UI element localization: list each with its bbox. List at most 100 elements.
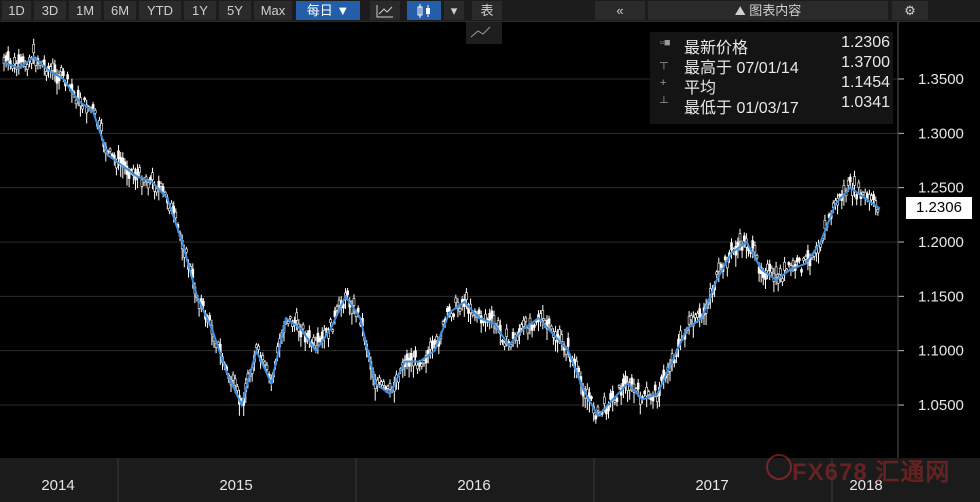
legend-last-label: 最新价格 (684, 40, 749, 57)
candle-body (265, 364, 269, 370)
candlestick-icon[interactable] (407, 1, 441, 20)
candle-body (405, 353, 409, 361)
range-6m-button[interactable]: 6M (104, 1, 136, 20)
x-axis-band (0, 458, 980, 502)
chart-type-dropdown[interactable]: ▾ (444, 1, 464, 20)
period-dropdown[interactable]: 每日 ▼ (296, 1, 360, 20)
candle-body (59, 67, 63, 73)
candle-body (316, 332, 320, 343)
candle-body (774, 266, 778, 275)
candle-body (416, 364, 419, 370)
candle-body (448, 306, 451, 312)
candle-body (62, 70, 65, 77)
candle-body (723, 256, 727, 261)
candle-body (312, 337, 316, 344)
candle-body (857, 182, 861, 188)
price-line (3, 56, 881, 418)
candle-body (766, 263, 769, 271)
candle-body (490, 310, 494, 319)
candle-body (333, 310, 337, 318)
candle-body (286, 320, 290, 324)
x-tick-label: 2014 (41, 477, 74, 494)
legend-panel: ▫■ 最新价格 1.2306 ┬ 最高于 07/01/14 1.3700 + 平… (650, 32, 893, 124)
range-max-button[interactable]: Max (254, 1, 292, 20)
legend-low-label: 最低于 01/03/17 (684, 100, 799, 117)
candle-body (530, 324, 534, 331)
range-5y-button[interactable]: 5Y (219, 1, 251, 20)
candle-body (458, 307, 462, 312)
range-1d-button[interactable]: 1D (2, 1, 31, 20)
legend-last: ▫■ 最新价格 1.2306 (650, 34, 893, 57)
candle-body (696, 313, 699, 318)
candle-body (532, 324, 536, 328)
candle-body (613, 400, 617, 403)
candle-body (163, 191, 167, 195)
candle-body (450, 313, 453, 318)
settings-gear-icon[interactable]: ⚙ (892, 1, 928, 20)
chart-content-button[interactable]: ⛰ 图表内容 (648, 1, 888, 20)
range-ytd-button[interactable]: YTD (139, 1, 181, 20)
candle-body (236, 386, 239, 391)
candle-body (53, 64, 57, 73)
candle-body (602, 396, 606, 404)
candle-body (522, 319, 526, 327)
candle-body (320, 331, 324, 340)
candle-body (781, 278, 784, 283)
collapse-button[interactable]: « (595, 1, 645, 20)
y-tick-label: 1.0500 (918, 397, 964, 414)
legend-high-label: 最高于 07/01/14 (684, 60, 799, 77)
watermark-text: FX678 汇通网 (792, 459, 951, 486)
candle-body (804, 256, 808, 260)
range-1m-button[interactable]: 1M (69, 1, 101, 20)
candle-body (594, 415, 598, 420)
candle-body (798, 258, 801, 261)
range-3d-button[interactable]: 3D (34, 1, 66, 20)
candle-body (208, 315, 211, 321)
candle-body (378, 377, 381, 383)
candle-body (770, 267, 774, 273)
candle-body (791, 260, 795, 266)
candle-body (488, 312, 492, 321)
candle-body (630, 377, 634, 385)
candle-body (806, 250, 810, 260)
line-chart-icon[interactable] (370, 1, 400, 20)
candle-body (624, 375, 627, 384)
candle-body (74, 99, 78, 105)
x-axis: 2014 2015 2016 2017 2018 (0, 458, 980, 502)
candle-body (127, 171, 131, 179)
candle-body (855, 194, 859, 200)
candle-body (325, 328, 328, 331)
candle-body (91, 104, 95, 109)
candle-body (380, 381, 383, 386)
candle-body (420, 363, 424, 367)
candle-body (645, 386, 649, 397)
candle-body (346, 290, 349, 296)
candle-body (155, 188, 158, 193)
candle-body (848, 176, 852, 183)
legend-last-value: 1.2306 (841, 34, 890, 51)
y-tick-label: 1.1500 (918, 288, 964, 305)
range-1y-button[interactable]: 1Y (184, 1, 216, 20)
candle-body (83, 97, 86, 101)
y-axis: 1.0500 1.1000 1.1500 1.2000 1.2500 1.3000 1.35… (897, 22, 964, 458)
candle-body (414, 350, 417, 358)
candle-body (110, 153, 114, 157)
candle-body (545, 320, 549, 330)
candle-body (560, 334, 564, 342)
candle-body (98, 120, 101, 126)
candle-body (337, 299, 341, 306)
table-button[interactable]: 表 (472, 1, 502, 20)
candle-body (636, 382, 640, 390)
candle-body (342, 303, 345, 309)
candle-body (755, 255, 759, 259)
candle-body (174, 211, 178, 219)
last-price-tag: 1.2306 (906, 197, 972, 219)
candle-body (526, 327, 530, 334)
legend-last-marker: ▫■ (660, 37, 671, 49)
candle-body (643, 391, 646, 394)
candle-body (257, 345, 260, 351)
candle-body (505, 328, 509, 337)
candle-body (477, 309, 481, 314)
candle-body (846, 180, 850, 186)
y-tick-label: 1.2500 (918, 180, 964, 197)
